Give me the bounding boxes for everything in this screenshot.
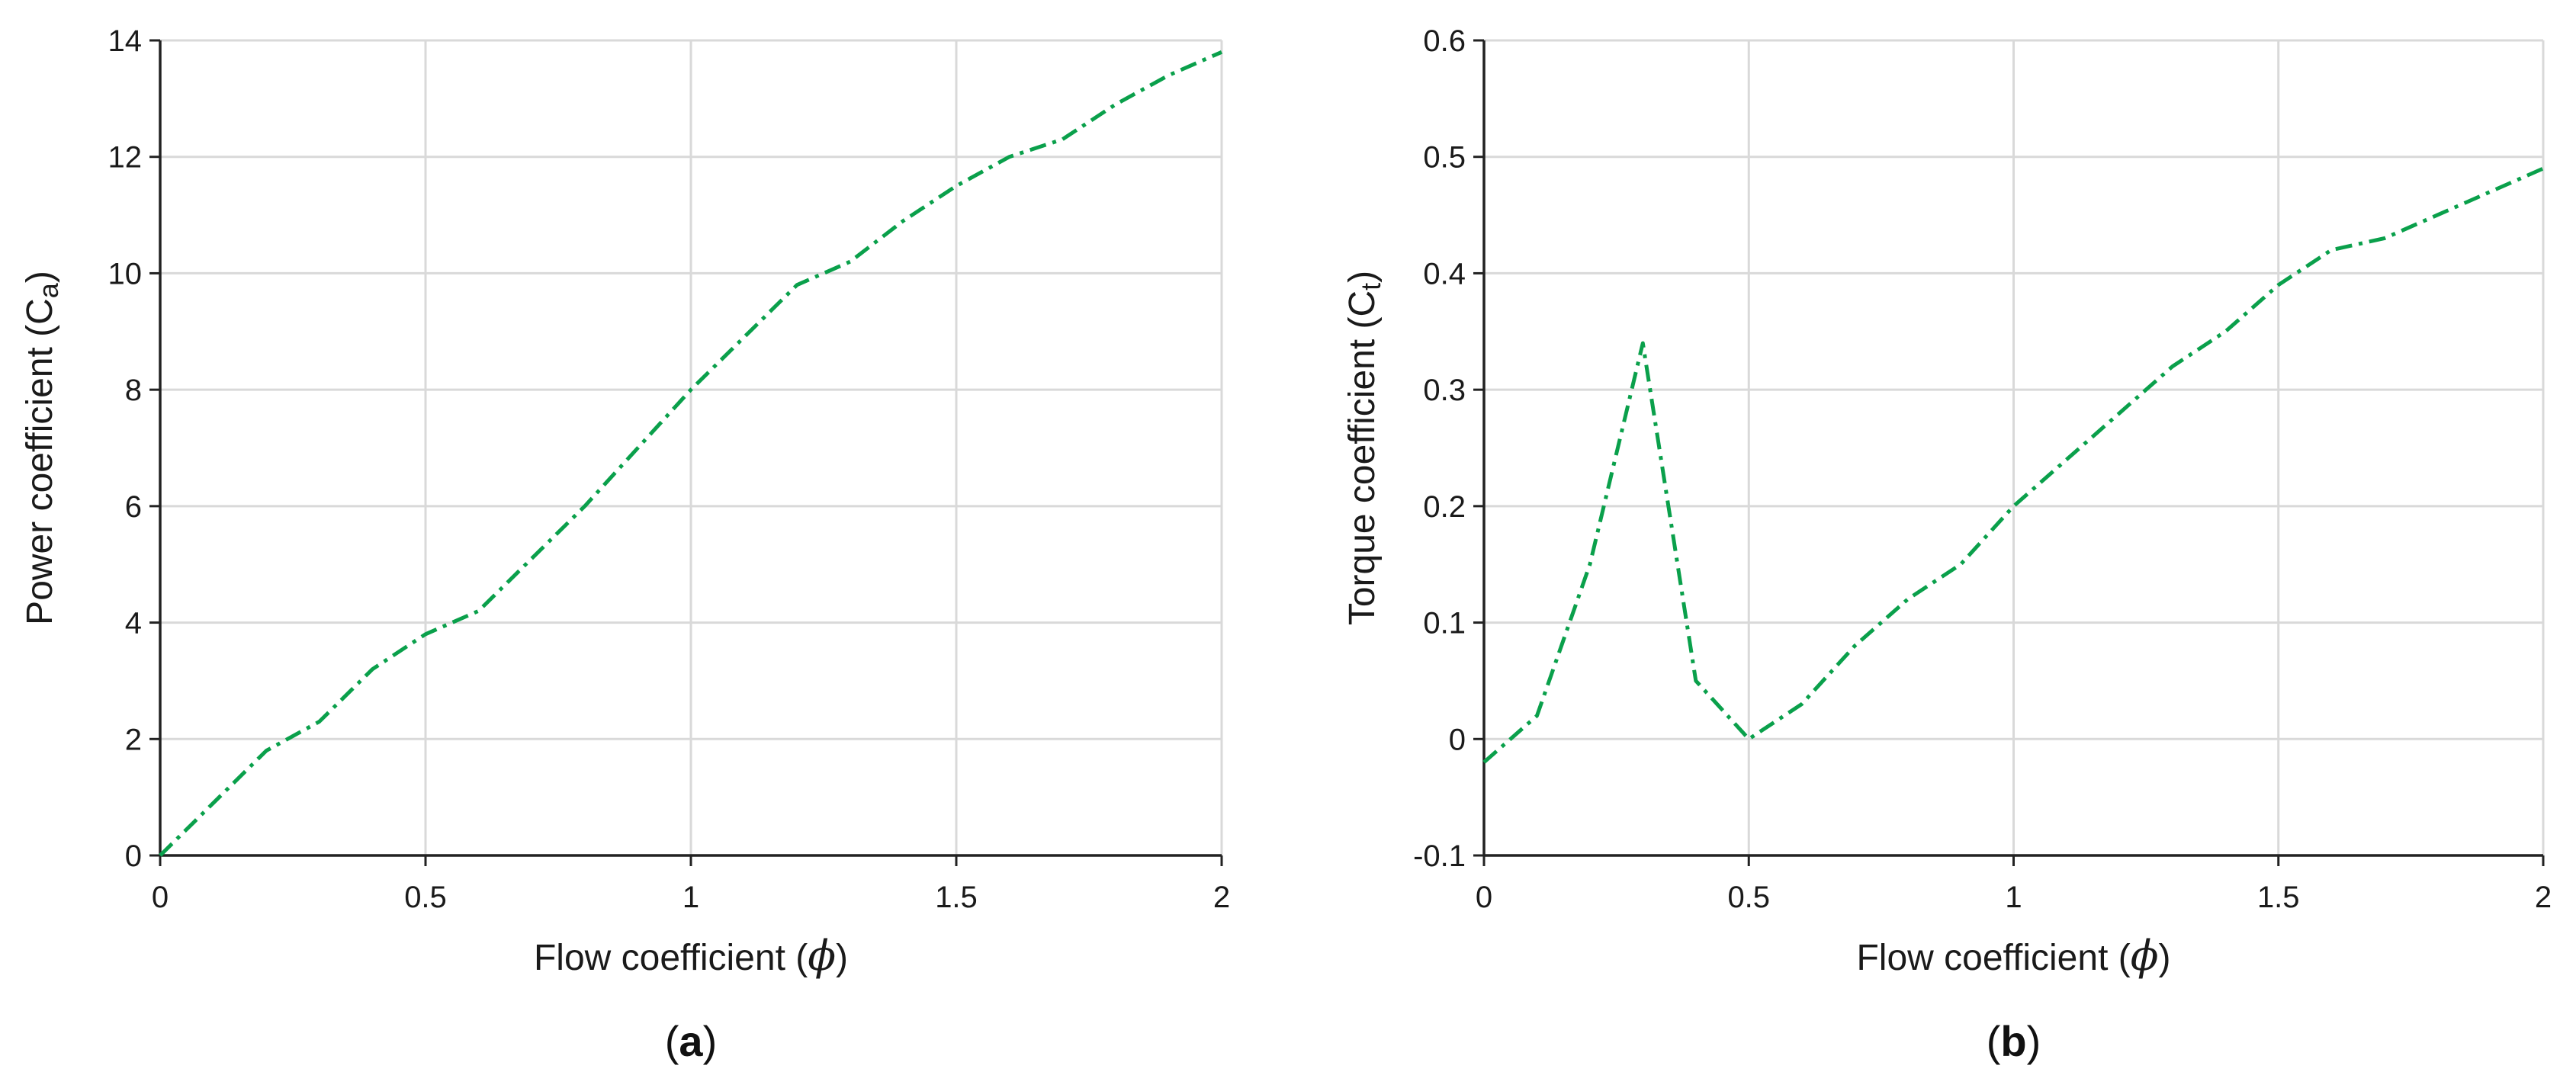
caption-letter: a xyxy=(679,1017,703,1065)
y-tick-label: 10 xyxy=(108,257,143,290)
y-tick-label: 0.4 xyxy=(1423,257,1466,290)
y-tick-label: 0 xyxy=(1449,723,1466,756)
caption-open: ( xyxy=(665,1017,679,1065)
x-axis-label-symbol: ϕ xyxy=(808,932,836,980)
y-axis-label: Power coefficient (Ca) xyxy=(20,271,64,625)
x-axis-label: Flow coefficient (ϕ) xyxy=(534,932,848,980)
y-tick-label: -0.1 xyxy=(1413,839,1466,873)
x-tick-label: 2 xyxy=(2535,881,2552,914)
y-tick-label: 0.2 xyxy=(1423,490,1466,524)
x-tick-label: 0.5 xyxy=(404,881,447,914)
y-tick-label: 8 xyxy=(125,374,142,407)
y-tick-label: 0 xyxy=(125,839,142,873)
y-tick-label: 12 xyxy=(108,141,143,175)
y-tick-label: 2 xyxy=(125,723,142,756)
caption-close: ) xyxy=(2027,1017,2041,1065)
x-tick-label: 1.5 xyxy=(2257,881,2300,914)
x-axis-label: Flow coefficient (ϕ) xyxy=(1856,932,2170,980)
y-axis-label: Torque coefficient (Ct) xyxy=(1342,271,1386,625)
x-tick-label: 0.5 xyxy=(1727,881,1770,914)
x-axis-label-main: Flow coefficient ( xyxy=(534,938,808,978)
y-tick-label: 0.1 xyxy=(1423,607,1466,640)
caption-open: ( xyxy=(1987,1017,2001,1065)
y-axis-label-subscript: t xyxy=(1355,283,1386,290)
panel-caption: (a) xyxy=(665,1017,717,1065)
y-tick-label: 0.5 xyxy=(1423,141,1466,175)
y-tick-label: 4 xyxy=(125,607,142,640)
y-axis-label-close: ) xyxy=(20,271,60,283)
panel-caption: (b) xyxy=(1987,1017,2041,1065)
y-axis-label-main: Power coefficient (C xyxy=(20,298,60,625)
series-line xyxy=(159,50,1223,857)
x-tick-label: 0 xyxy=(152,881,169,914)
y-axis-label-main: Torque coefficient (C xyxy=(1342,290,1383,625)
y-tick-label: 14 xyxy=(108,24,143,58)
x-tick-label: 1 xyxy=(683,881,699,914)
y-tick-label: 0.6 xyxy=(1423,24,1466,58)
x-tick-label: 2 xyxy=(1213,881,1230,914)
x-tick-label: 1 xyxy=(2005,881,2022,914)
caption-close: ) xyxy=(703,1017,718,1065)
x-tick-label: 0 xyxy=(1476,881,1492,914)
chart-panel-b: -0.1 0 0.1 0.2 0.3 0.4 0.5 0.6 0 0.5 1 1.5 2 Torque c… xyxy=(1342,24,2552,1065)
x-axis-label-main: Flow coefficient ( xyxy=(1856,938,2130,978)
y-axis-label-close: ) xyxy=(1342,271,1383,283)
y-axis-label-subscript: a xyxy=(33,282,64,298)
x-axis-label-close: ) xyxy=(836,938,848,978)
x-axis-label-close: ) xyxy=(2159,938,2171,978)
caption-letter: b xyxy=(2000,1017,2026,1065)
chart-panel-a: 0 2 4 6 8 10 12 14 0 0.5 1 1.5 2 Power coefficient (C… xyxy=(20,24,1230,1065)
x-axis-label-symbol: ϕ xyxy=(2131,932,2159,980)
x-tick-label: 1.5 xyxy=(935,881,978,914)
y-tick-label: 0.3 xyxy=(1423,374,1466,407)
y-tick-label: 6 xyxy=(125,490,142,524)
